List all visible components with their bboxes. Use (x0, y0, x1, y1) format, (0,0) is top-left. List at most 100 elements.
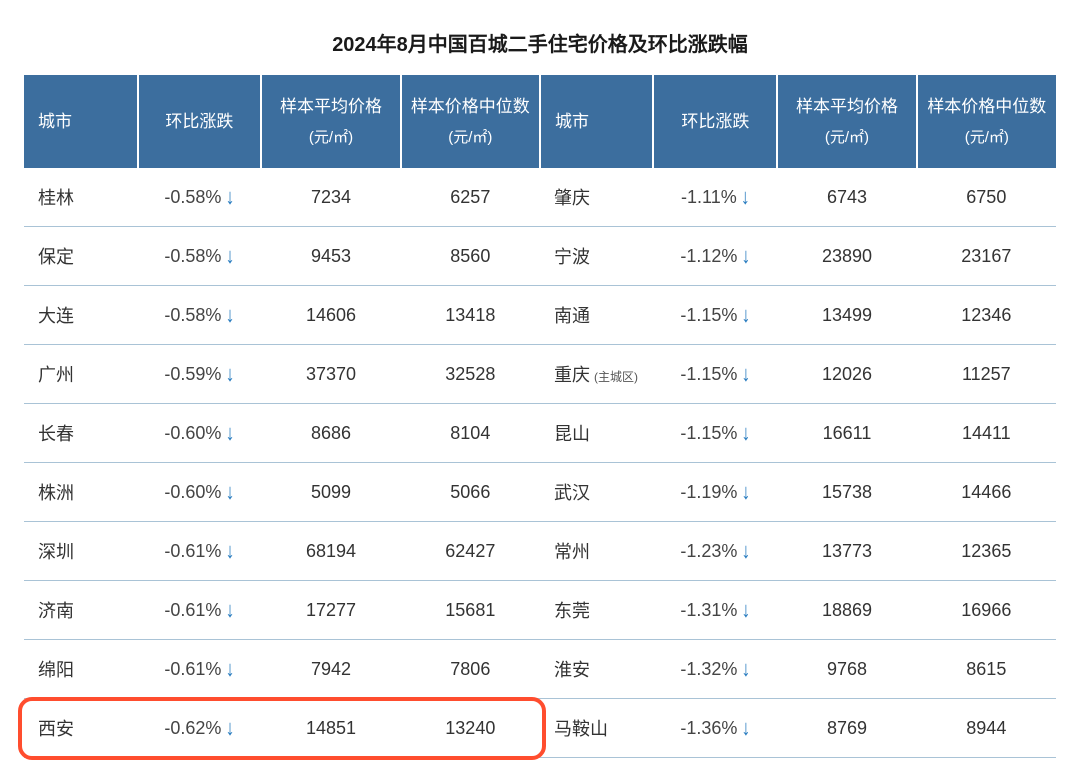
arrow-down-icon: ↓ (741, 716, 750, 741)
mom-cell: -1.15%↓ (653, 404, 777, 463)
arrow-down-icon: ↓ (741, 362, 750, 387)
mom-cell: -1.19%↓ (653, 463, 777, 522)
arrow-down-icon: ↓ (741, 480, 750, 505)
avg-cell: 37370 (261, 345, 400, 404)
arrow-down-icon: ↓ (225, 539, 234, 564)
header-med-right: 样本价格中位数 (元/㎡) (917, 75, 1056, 168)
city-cell: 肇庆 (540, 168, 654, 227)
avg-cell: 6743 (777, 168, 916, 227)
table-row: 桂林-0.58%↓72346257肇庆-1.11%↓67436750 (24, 168, 1056, 227)
avg-cell: 7942 (261, 640, 400, 699)
header-mom-right: 环比涨跌 (653, 75, 777, 168)
avg-cell: 68194 (261, 522, 400, 581)
med-cell: 16966 (917, 581, 1056, 640)
avg-cell: 12026 (777, 345, 916, 404)
med-cell: 8104 (401, 404, 540, 463)
city-cell: 长春 (24, 404, 138, 463)
arrow-down-icon: ↓ (741, 598, 750, 623)
med-cell: 11257 (917, 345, 1056, 404)
med-cell: 6257 (401, 168, 540, 227)
city-cell: 宁波 (540, 227, 654, 286)
mom-cell: -0.61%↓ (138, 640, 262, 699)
arrow-down-icon: ↓ (741, 244, 750, 269)
city-cell: 淮安 (540, 640, 654, 699)
city-cell: 常州 (540, 522, 654, 581)
mom-cell: -1.36%↓ (653, 699, 777, 758)
arrow-down-icon: ↓ (741, 185, 750, 210)
mom-cell: -1.32%↓ (653, 640, 777, 699)
arrow-down-icon: ↓ (741, 421, 750, 446)
table-header: 城市 环比涨跌 样本平均价格 (元/㎡) 样本价格中位数 (元/㎡) 城市 环比… (24, 75, 1056, 168)
med-cell: 8615 (917, 640, 1056, 699)
avg-cell: 8686 (261, 404, 400, 463)
table-row: 济南-0.61%↓1727715681东莞-1.31%↓1886916966 (24, 581, 1056, 640)
avg-cell: 13499 (777, 286, 916, 345)
table-row: 深圳-0.61%↓6819462427常州-1.23%↓1377312365 (24, 522, 1056, 581)
header-mom-left: 环比涨跌 (138, 75, 262, 168)
mom-cell: -0.59%↓ (138, 345, 262, 404)
med-cell: 14466 (917, 463, 1056, 522)
med-cell: 12365 (917, 522, 1056, 581)
city-cell: 绵阳 (24, 640, 138, 699)
avg-cell: 14606 (261, 286, 400, 345)
mom-cell: -0.58%↓ (138, 286, 262, 345)
avg-cell: 13773 (777, 522, 916, 581)
mom-cell: -1.15%↓ (653, 286, 777, 345)
mom-cell: -1.11%↓ (653, 168, 777, 227)
arrow-down-icon: ↓ (225, 657, 234, 682)
city-cell: 西安 (24, 699, 138, 758)
avg-cell: 9453 (261, 227, 400, 286)
arrow-down-icon: ↓ (225, 598, 234, 623)
header-avg-right: 样本平均价格 (元/㎡) (777, 75, 916, 168)
arrow-down-icon: ↓ (225, 716, 234, 741)
med-cell: 62427 (401, 522, 540, 581)
avg-cell: 18869 (777, 581, 916, 640)
mom-cell: -1.23%↓ (653, 522, 777, 581)
arrow-down-icon: ↓ (741, 657, 750, 682)
city-cell: 株洲 (24, 463, 138, 522)
arrow-down-icon: ↓ (225, 185, 234, 210)
header-avg-left: 样本平均价格 (元/㎡) (261, 75, 400, 168)
city-cell: 深圳 (24, 522, 138, 581)
avg-cell: 23890 (777, 227, 916, 286)
city-cell: 济南 (24, 581, 138, 640)
city-cell: 马鞍山 (540, 699, 654, 758)
table-wrapper: 城市 环比涨跌 样本平均价格 (元/㎡) 样本价格中位数 (元/㎡) 城市 环比… (24, 75, 1056, 758)
mom-cell: -1.12%↓ (653, 227, 777, 286)
avg-cell: 15738 (777, 463, 916, 522)
mom-cell: -0.62%↓ (138, 699, 262, 758)
table-body: 桂林-0.58%↓72346257肇庆-1.11%↓67436750保定-0.5… (24, 168, 1056, 758)
avg-cell: 14851 (261, 699, 400, 758)
table-row: 长春-0.60%↓86868104昆山-1.15%↓1661114411 (24, 404, 1056, 463)
arrow-down-icon: ↓ (225, 303, 234, 328)
table-row: 绵阳-0.61%↓79427806淮安-1.32%↓97688615 (24, 640, 1056, 699)
city-cell: 大连 (24, 286, 138, 345)
header-med-left: 样本价格中位数 (元/㎡) (401, 75, 540, 168)
med-cell: 13240 (401, 699, 540, 758)
avg-cell: 5099 (261, 463, 400, 522)
table-row: 大连-0.58%↓1460613418南通-1.15%↓1349912346 (24, 286, 1056, 345)
table-row: 广州-0.59%↓3737032528重庆(主城区)-1.15%↓1202611… (24, 345, 1056, 404)
med-cell: 13418 (401, 286, 540, 345)
arrow-down-icon: ↓ (225, 362, 234, 387)
city-cell: 东莞 (540, 581, 654, 640)
med-cell: 23167 (917, 227, 1056, 286)
mom-cell: -0.60%↓ (138, 404, 262, 463)
city-note: (主城区) (594, 370, 638, 384)
arrow-down-icon: ↓ (741, 303, 750, 328)
price-table: 城市 环比涨跌 样本平均价格 (元/㎡) 样本价格中位数 (元/㎡) 城市 环比… (24, 75, 1056, 758)
city-cell: 武汉 (540, 463, 654, 522)
city-cell: 昆山 (540, 404, 654, 463)
med-cell: 7806 (401, 640, 540, 699)
table-row: 西安-0.62%↓1485113240马鞍山-1.36%↓87698944 (24, 699, 1056, 758)
city-cell: 重庆(主城区) (540, 345, 654, 404)
city-cell: 南通 (540, 286, 654, 345)
header-city-left: 城市 (24, 75, 138, 168)
med-cell: 8560 (401, 227, 540, 286)
header-city-right: 城市 (540, 75, 654, 168)
mom-cell: -1.15%↓ (653, 345, 777, 404)
arrow-down-icon: ↓ (225, 244, 234, 269)
mom-cell: -0.61%↓ (138, 581, 262, 640)
med-cell: 12346 (917, 286, 1056, 345)
arrow-down-icon: ↓ (225, 480, 234, 505)
